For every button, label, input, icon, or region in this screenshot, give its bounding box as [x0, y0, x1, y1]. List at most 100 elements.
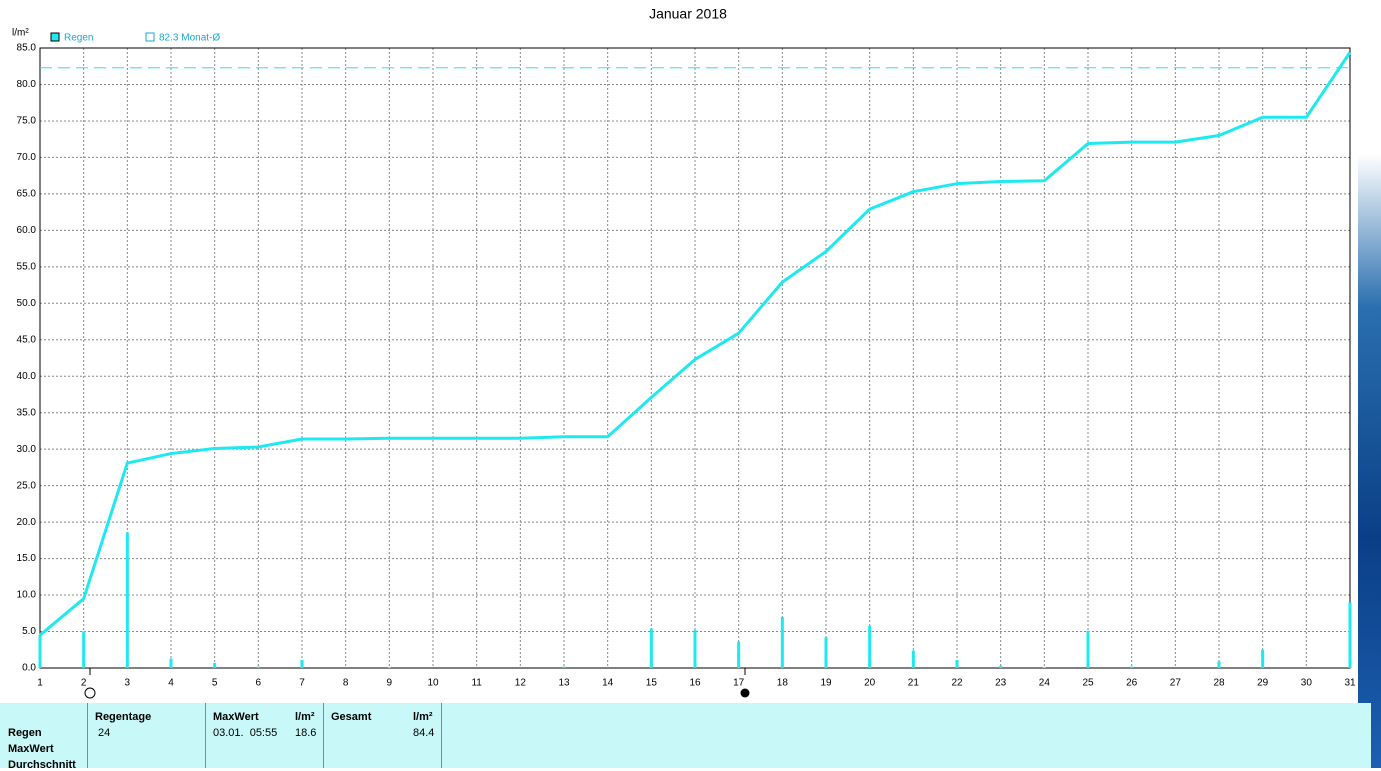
x-tick-label: 17: [733, 678, 745, 689]
y-tick-label: 30.0: [17, 444, 37, 455]
bar: [1130, 666, 1134, 668]
y-tick-label: 50.0: [17, 298, 37, 309]
x-tick-label: 7: [299, 678, 305, 689]
y-tick-label: 60.0: [17, 225, 37, 236]
bar: [737, 641, 741, 668]
desktop-edge: [1358, 0, 1381, 768]
separator: [441, 703, 442, 768]
bar: [1348, 602, 1352, 668]
bar: [213, 662, 217, 668]
bar: [868, 625, 872, 668]
legend-label: 82.3 Monat-Ø: [159, 33, 220, 44]
x-tick-label: 27: [1170, 678, 1182, 689]
y-tick-label: 85.0: [17, 43, 37, 54]
bar: [38, 635, 42, 668]
x-tick-label: 24: [1039, 678, 1051, 689]
bar: [1261, 649, 1265, 668]
x-tick-label: 6: [256, 678, 262, 689]
x-tick-label: 29: [1257, 678, 1269, 689]
bar: [1217, 661, 1221, 668]
x-tick-label: 4: [168, 678, 174, 689]
x-tick-label: 31: [1344, 678, 1356, 689]
y-tick-label: 35.0: [17, 407, 37, 418]
x-tick-label: 9: [387, 678, 393, 689]
y-tick-label: 0.0: [22, 663, 36, 674]
y-tick-label: 70.0: [17, 152, 37, 163]
cell: 84.4: [413, 727, 435, 739]
chart: Januar 2018 l/m² Regen 82.3 Monat-Ø 0.0 5…: [12, 6, 1356, 699]
bar: [911, 650, 915, 668]
x-tick-label: 26: [1126, 678, 1138, 689]
y-tick-label: 55.0: [17, 261, 37, 272]
cell: 03.01. 05:55: [213, 727, 278, 739]
chart-title: Januar 2018: [649, 6, 727, 22]
x-tick-label: 5: [212, 678, 218, 689]
y-tick-label: 65.0: [17, 189, 37, 200]
x-tick-label: 1: [37, 678, 43, 689]
bar: [387, 667, 391, 668]
bar: [693, 630, 697, 668]
moon-icon: [84, 687, 96, 699]
legend-swatch: [145, 32, 155, 42]
y-tick-label: 10.0: [17, 590, 37, 601]
row-label: Regen: [8, 727, 42, 739]
row-label: MaxWert: [8, 743, 54, 755]
bar: [955, 659, 959, 668]
cell: 24: [98, 727, 111, 739]
x-tick-label: 28: [1213, 678, 1225, 689]
header: l/m²: [413, 711, 433, 723]
legend-label: Regen: [64, 33, 93, 44]
bar: [300, 659, 304, 668]
x-tick-label: 14: [602, 678, 614, 689]
separator: [205, 703, 206, 768]
x-tick-label: 10: [427, 678, 439, 689]
header: MaxWert: [213, 711, 259, 723]
y-tick-label: 15.0: [17, 553, 37, 564]
y-tick-label: 40.0: [17, 371, 37, 382]
x-tick-label: 11: [471, 678, 482, 689]
bar: [125, 532, 129, 668]
x-tick-label: 15: [646, 678, 658, 689]
x-tick-label: 21: [908, 678, 920, 689]
legend-swatch: [50, 32, 60, 42]
y-unit: l/m²: [12, 28, 29, 39]
x-tick-label: 18: [777, 678, 789, 689]
row-label: Durchschnitt: [8, 759, 76, 771]
y-tick-label: 25.0: [17, 480, 37, 491]
cell: 18.6: [295, 727, 317, 739]
bar: [1086, 630, 1090, 668]
header: Regentage: [95, 711, 152, 723]
x-tick-label: 16: [689, 678, 701, 689]
x-tick-label: 23: [995, 678, 1007, 689]
x-tick-label: 25: [1082, 678, 1094, 689]
bar: [824, 637, 828, 668]
bar: [256, 666, 260, 668]
bar: [169, 658, 173, 668]
y-tick-label: 45.0: [17, 334, 37, 345]
x-tick-label: 20: [864, 678, 876, 689]
bar: [780, 616, 784, 668]
x-tick-label: 8: [343, 678, 349, 689]
x-tick-label: 2: [81, 678, 87, 689]
separator: [87, 703, 88, 768]
bar: [82, 631, 86, 668]
header: l/m²: [295, 711, 315, 723]
y-tick-label: 80.0: [17, 79, 37, 90]
x-tick-label: 12: [515, 678, 527, 689]
bar: [562, 666, 566, 668]
bar: [999, 665, 1003, 668]
bar: [1042, 667, 1046, 668]
x-tick-label: 3: [125, 678, 131, 689]
x-tick-label: 19: [820, 678, 832, 689]
y-tick-label: 5.0: [22, 626, 36, 637]
summary-table: Regentage MaxWert l/m² Gesamt l/m² Regen…: [0, 703, 1371, 771]
bar: [649, 628, 653, 668]
moon-icon: [740, 688, 750, 698]
x-tick-label: 13: [558, 678, 570, 689]
y-tick-label: 75.0: [17, 116, 37, 127]
header: Gesamt: [331, 711, 372, 723]
x-tick-label: 22: [951, 678, 963, 689]
separator: [323, 703, 324, 768]
y-tick-label: 20.0: [17, 517, 37, 528]
